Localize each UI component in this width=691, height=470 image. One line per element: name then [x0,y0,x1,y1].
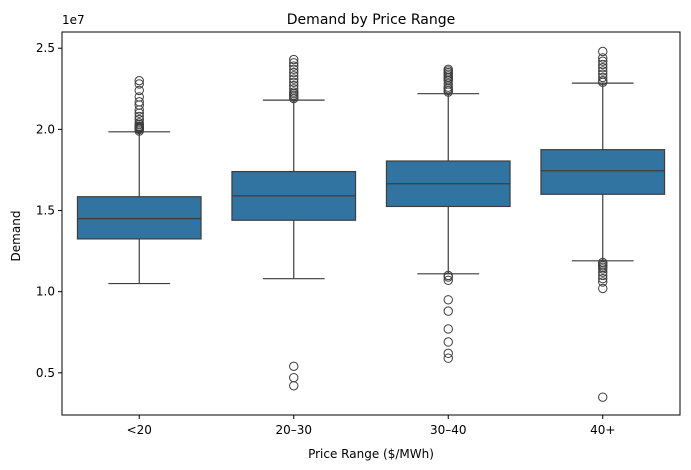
outlier-point [598,69,608,79]
box-group [540,46,666,402]
outlier-point [598,277,608,287]
outlier-point [598,63,608,73]
x-tick-label: 20–30 [275,423,312,437]
box-group [76,75,202,285]
outlier-point [289,71,299,81]
outlier-point [289,77,299,88]
outlier-point [289,67,299,78]
outlier-point [134,114,144,125]
outlier-point [443,64,453,75]
plot-area [61,31,681,416]
outlier-point [134,92,144,102]
outlier-point [598,46,608,57]
outlier-point [443,348,453,359]
x-tick-label: 40+ [590,423,615,437]
outlier-point [134,118,144,128]
outlier-point [289,58,299,68]
x-tick-label: 30–40 [430,423,467,437]
y-tick-label: 2.5 [36,41,55,55]
outlier-point [598,66,608,76]
box-group [385,64,511,363]
outlier-point [443,270,453,281]
outlier-point [289,61,299,71]
outlier-point [443,324,453,334]
box-iqr [76,196,202,240]
outlier-point [598,75,608,86]
box-iqr [540,149,666,195]
outlier-point [289,54,299,65]
outlier-point [598,392,608,402]
y-axis-label: Demand [9,211,23,262]
outlier-point [134,85,144,96]
outlier-point [134,111,144,122]
outlier-point [134,97,144,107]
outlier-point [598,72,608,83]
outlier-point [598,283,608,294]
outlier-point [289,84,299,94]
outlier-point [598,53,608,63]
x-axis: <20 20–30 30–40 40+ [127,415,615,437]
x-axis-label: Price Range ($/MWh) [308,447,434,461]
outlier-point [598,59,608,70]
y-tick-label: 1.0 [36,285,55,299]
outlier-point [443,295,453,305]
outlier-point [134,75,144,86]
outlier-point [598,56,608,66]
y-tick-label: 1.5 [36,204,55,218]
y-tick-label: 2.0 [36,122,55,136]
box-group [231,54,357,391]
chart-title: Demand by Price Range [287,12,455,28]
y-axis-scale-offset: 1e7 [62,13,85,27]
outlier-point [134,79,144,89]
outlier-point [289,361,299,372]
y-axis: 0.5 1.0 1.5 2.0 2.5 [36,41,62,380]
outlier-point [289,372,299,383]
outlier-point [443,337,453,347]
outlier-point [289,64,299,75]
outlier-point [443,353,453,363]
y-tick-label: 0.5 [36,366,55,380]
outlier-point [598,273,608,284]
plot-frame [61,31,681,416]
outlier-point [289,87,299,97]
outlier-point [289,381,299,391]
outlier-point [443,306,453,316]
outlier-point [289,80,299,91]
outlier-point [598,257,608,268]
x-tick-label: <20 [127,423,152,437]
outlier-point [289,74,299,84]
outlier-point [443,275,453,286]
